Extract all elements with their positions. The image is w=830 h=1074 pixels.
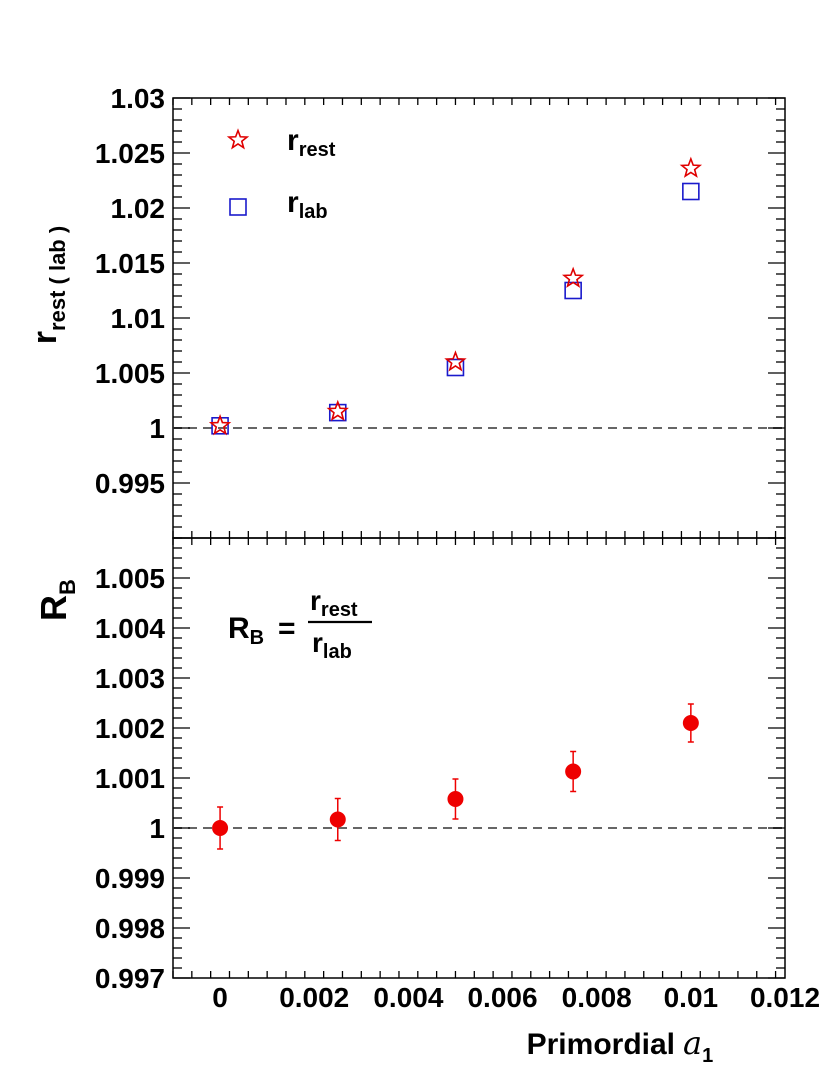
top-ytick-label: 1.03: [111, 83, 166, 114]
r-rest-point: [208, 414, 232, 436]
annotation-numerator-main: r: [310, 585, 321, 616]
bottom-ytick-label: 1.002: [95, 713, 165, 744]
top-y-axis-title-sub: rest ( lab ): [45, 226, 70, 331]
legend-label-r-rest-main: r: [287, 124, 299, 157]
top-y-axis-title: rrest ( lab ): [26, 226, 70, 344]
x-tick-label: 0.004: [373, 982, 443, 1013]
legend-label-r-rest: rrest: [287, 124, 336, 161]
top-ytick-label: 1.015: [95, 248, 165, 279]
bottom-ytick-label: 1: [149, 813, 165, 844]
legend-label-r-lab-sub: lab: [299, 201, 328, 223]
top-ytick-label: 1.02: [111, 193, 166, 224]
legend-square-marker: [229, 198, 247, 216]
x-tick-label: 0.01: [664, 982, 719, 1013]
rb-point: [565, 763, 582, 780]
x-tick-label: 0.012: [750, 982, 820, 1013]
bottom-ytick-label: 0.999: [95, 863, 165, 894]
r-rest-point: [679, 156, 703, 178]
top-ytick-label: 1.025: [95, 138, 165, 169]
legend-label-r-lab-main: r: [287, 186, 299, 219]
annotation-denominator-sub: lab: [323, 641, 352, 663]
legend: rrest rlab: [226, 124, 336, 223]
top-ytick-label: 1: [149, 413, 165, 444]
bottom-ytick-label: 1.005: [95, 563, 165, 594]
annotation-equals: =: [278, 612, 296, 645]
legend-label-r-lab: rlab: [287, 186, 328, 223]
top-data-points: [208, 156, 703, 436]
annotation-denominator-main: r: [312, 627, 323, 658]
legend-entry-r-lab: rlab: [229, 186, 328, 223]
r-rest-point: [561, 266, 585, 288]
annotation-lhs-main: R: [228, 612, 250, 645]
x-tick-label: 0.002: [279, 982, 349, 1013]
bottom-y-tick-labels: 0.997 0.998 0.999 1 1.001 1.002 1.003 1.004 1.00…: [95, 563, 165, 994]
bottom-ytick-label: 1.003: [95, 663, 165, 694]
top-y-tick-labels: 0.995 1 1.005 1.01 1.015 1.02 1.025 1.03: [95, 83, 165, 499]
annotation-numerator: rrest: [310, 585, 358, 621]
x-tick-label: 0: [212, 982, 228, 1013]
r-lab-point: [682, 182, 700, 201]
legend-label-r-rest-sub: rest: [299, 139, 336, 161]
rb-point: [682, 715, 699, 731]
bottom-y-axis-title-sub: B: [55, 579, 80, 595]
legend-star-marker: [226, 128, 250, 150]
rb-point: [447, 791, 464, 807]
x-tick-label: 0.006: [467, 982, 537, 1013]
x-axis-symbol-sub: 1: [702, 1045, 713, 1067]
r-lab-point: [446, 358, 465, 377]
x-tick-label: 0.008: [562, 982, 632, 1013]
bottom-data-points: [212, 703, 699, 850]
annotation-denominator: rlab: [312, 627, 352, 663]
annotation-lhs-sub: B: [250, 627, 264, 649]
ratio-annotation: RB = rrest rlab: [228, 585, 372, 663]
bottom-plot-frame: [172, 537, 786, 979]
top-ytick-label: 1.01: [111, 303, 166, 334]
annotation-numerator-sub: rest: [321, 599, 358, 621]
rb-point: [212, 820, 229, 836]
x-axis-symbol-main: a: [683, 1024, 702, 1062]
bottom-axis-ticks: [172, 537, 785, 979]
bottom-ytick-label: 0.998: [95, 913, 165, 944]
annotation-lhs: RB: [228, 612, 264, 649]
bottom-ytick-label: 0.997: [95, 963, 165, 994]
x-axis-title: Primordial: [527, 1028, 675, 1061]
bottom-y-axis-title-main: R: [33, 595, 74, 621]
bottom-ytick-label: 1.001: [95, 763, 165, 794]
r-lab-point: [328, 403, 347, 422]
x-tick-labels: 0 0.002 0.004 0.006 0.008 0.01 0.012: [212, 982, 820, 1013]
top-y-axis-title-main: r: [26, 331, 64, 344]
r-rest-point: [326, 399, 349, 422]
x-axis-title-symbol: a1: [683, 1024, 713, 1067]
top-ytick-label: 0.995: [95, 468, 165, 499]
top-axis-ticks: [172, 97, 785, 539]
bottom-ytick-label: 1.004: [95, 613, 165, 644]
top-ytick-label: 1.005: [95, 358, 165, 389]
r-rest-point: [444, 350, 467, 372]
bottom-panel: 0.997 0.998 0.999 1 1.001 1.002 1.003 1.004 1.00…: [33, 537, 820, 1067]
rb-point: [329, 811, 346, 828]
bottom-y-axis-title: RB: [33, 579, 80, 621]
legend-entry-r-rest: rrest: [226, 124, 336, 161]
